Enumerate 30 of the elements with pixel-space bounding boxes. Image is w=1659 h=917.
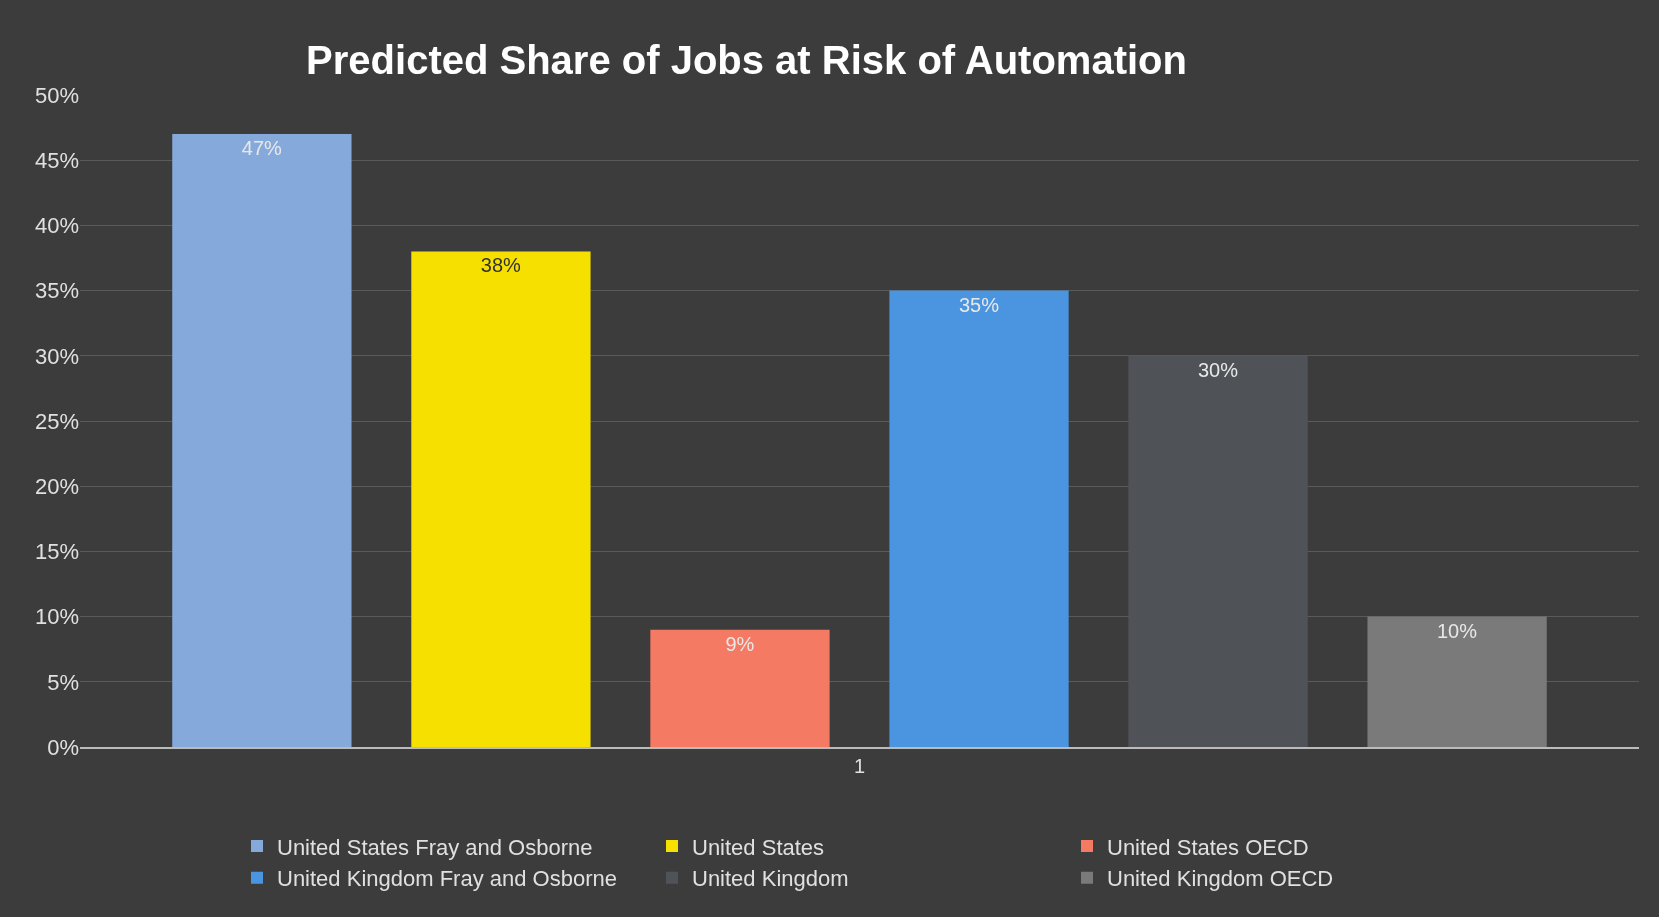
- y-tick-label: 45%: [34, 147, 79, 173]
- y-tick-label: 20%: [34, 473, 79, 499]
- y-tick-label: 5%: [47, 669, 79, 695]
- data-label: 38%: [480, 254, 522, 277]
- data-label: 10%: [1436, 619, 1478, 642]
- data-label: 9%: [725, 632, 755, 655]
- legend-label: United Kingdom: [692, 866, 849, 892]
- y-tick-label: 35%: [34, 278, 79, 304]
- data-label: 30%: [1197, 358, 1239, 381]
- y-tick-label: 15%: [34, 539, 79, 565]
- y-tick-label: 50%: [34, 82, 79, 108]
- bar: [650, 629, 830, 747]
- legend-label: United States OECD: [1107, 834, 1309, 860]
- bar: [889, 290, 1069, 747]
- y-tick-label: 30%: [34, 343, 79, 369]
- y-tick-label: 40%: [34, 213, 79, 239]
- legend-label: United States Fray and Osborne: [277, 834, 593, 860]
- data-label: 47%: [241, 137, 283, 160]
- y-tick-label: 0%: [47, 734, 79, 760]
- bar: [411, 251, 591, 747]
- x-tick-label: 1: [853, 755, 866, 777]
- y-tick-label: 10%: [34, 604, 79, 630]
- legend-label: United Kingdom OECD: [1107, 866, 1334, 892]
- legend-label: United States: [692, 834, 825, 860]
- bar: [1367, 616, 1547, 747]
- bar: [172, 134, 352, 747]
- data-label: 35%: [958, 293, 1000, 316]
- chart-title: Predicted Share of Jobs at Risk of Automation: [306, 37, 1187, 82]
- legend-label: United Kingdom Fray and Osborne: [277, 866, 617, 892]
- y-tick-label: 25%: [34, 408, 79, 434]
